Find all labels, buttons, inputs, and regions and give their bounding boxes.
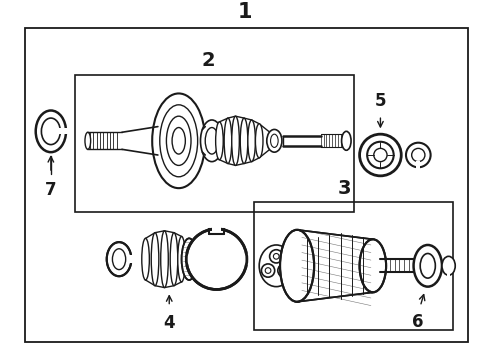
Ellipse shape <box>170 233 178 286</box>
Ellipse shape <box>278 264 291 277</box>
Bar <box>416 161 420 169</box>
Ellipse shape <box>267 130 282 152</box>
Text: 5: 5 <box>375 93 386 111</box>
Ellipse shape <box>262 264 275 277</box>
Ellipse shape <box>224 118 232 163</box>
Ellipse shape <box>360 134 401 176</box>
Ellipse shape <box>255 124 263 158</box>
Text: 4: 4 <box>164 314 175 332</box>
Ellipse shape <box>259 245 294 287</box>
Ellipse shape <box>151 233 159 286</box>
Bar <box>56 130 68 133</box>
Text: 6: 6 <box>412 313 423 331</box>
Ellipse shape <box>406 143 431 167</box>
Ellipse shape <box>367 142 393 168</box>
Ellipse shape <box>232 116 239 166</box>
Ellipse shape <box>270 250 283 263</box>
Text: 3: 3 <box>337 179 351 198</box>
Ellipse shape <box>248 120 255 162</box>
Bar <box>447 273 450 278</box>
Ellipse shape <box>186 229 247 289</box>
Ellipse shape <box>442 256 455 275</box>
Ellipse shape <box>107 242 131 276</box>
Ellipse shape <box>182 238 196 280</box>
Bar <box>74 75 354 212</box>
Ellipse shape <box>280 230 314 302</box>
Bar <box>212 227 221 232</box>
Ellipse shape <box>414 245 442 287</box>
Ellipse shape <box>142 238 149 280</box>
Ellipse shape <box>161 231 168 288</box>
Text: 2: 2 <box>202 51 216 70</box>
Ellipse shape <box>178 237 185 282</box>
Ellipse shape <box>216 122 223 160</box>
Text: 7: 7 <box>45 181 57 199</box>
Ellipse shape <box>152 94 205 188</box>
Ellipse shape <box>342 131 351 150</box>
Bar <box>254 202 453 330</box>
Ellipse shape <box>85 132 91 149</box>
Ellipse shape <box>360 239 386 292</box>
Bar <box>58 129 68 134</box>
Text: 1: 1 <box>238 2 252 22</box>
Ellipse shape <box>200 120 223 162</box>
Bar <box>126 255 134 263</box>
Ellipse shape <box>240 118 248 163</box>
